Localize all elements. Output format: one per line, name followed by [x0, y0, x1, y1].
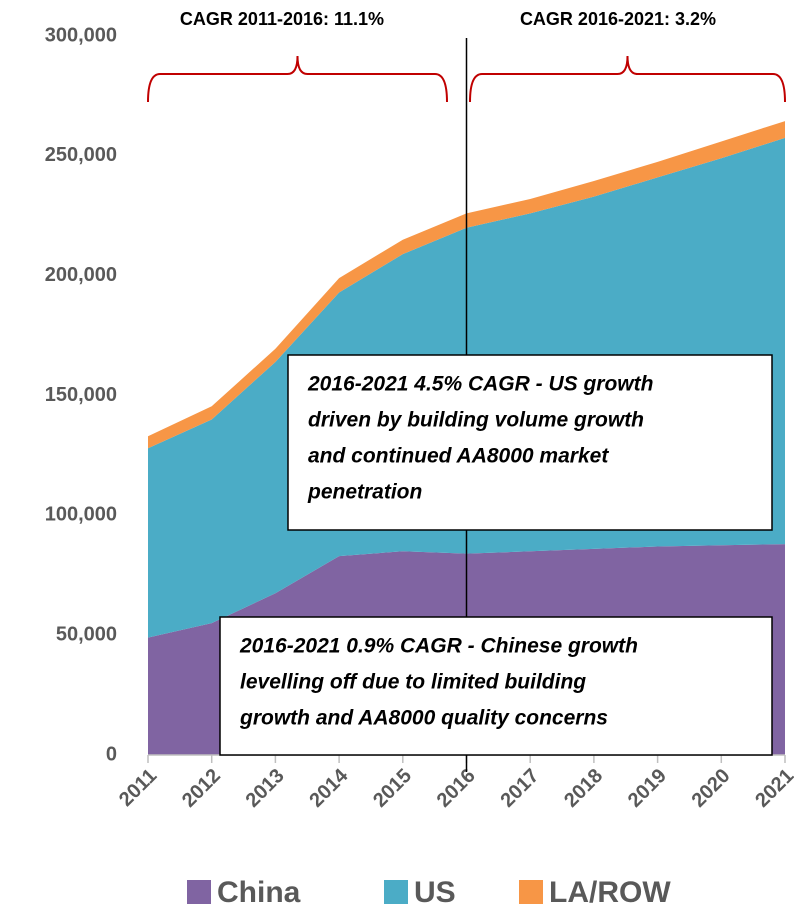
y-tick-label: 250,000 [45, 144, 117, 166]
x-tick-label: 2012 [178, 765, 225, 812]
bracket [147, 55, 448, 103]
annotation: CAGR 2016-2021: 3.2% [520, 9, 716, 29]
x-tick-label: 2018 [560, 765, 607, 812]
y-tick-label: 50,000 [56, 623, 117, 645]
area [148, 121, 785, 449]
x-tick-label: 2011 [115, 765, 161, 811]
x-tick-label: 2020 [688, 765, 735, 812]
legend-swatch [187, 880, 211, 904]
note-text: levelling off due to limited building [240, 671, 586, 694]
legend-label: US [414, 876, 456, 909]
x-tick-label: 2016 [433, 765, 480, 812]
annotation: CAGR 2011-2016: 11.1% [180, 9, 384, 29]
note-box [219, 616, 773, 756]
y-tick-label: 200,000 [45, 264, 117, 286]
note-text: 2016-2021 0.9% CAGR - Chinese growth [239, 635, 638, 658]
note-text: growth and AA8000 quality concerns [239, 707, 608, 730]
note-text: and continued AA8000 market [308, 445, 609, 468]
note-text: 2016-2021 4.5% CAGR - US growth [307, 373, 653, 396]
x-tick-label: 2017 [496, 765, 543, 812]
x-tick-label: 2013 [242, 765, 289, 812]
legend-label: China [217, 876, 301, 909]
x-tick-label: 2015 [369, 765, 416, 812]
note-text: penetration [307, 481, 422, 504]
bracket [469, 55, 786, 103]
legend-label: LA/ROW [549, 876, 671, 909]
note-text: driven by building volume growth [308, 409, 644, 432]
note-box [287, 354, 773, 531]
x-tick-label: 2014 [305, 764, 353, 812]
y-tick-label: 150,000 [45, 384, 117, 406]
y-tick-label: 100,000 [45, 504, 117, 526]
legend-swatch [384, 880, 408, 904]
y-tick-label: 0 [106, 743, 117, 765]
x-tick-label: 2021 [751, 765, 794, 812]
x-tick-label: 2019 [624, 765, 671, 812]
y-tick-label: 300,000 [45, 24, 117, 46]
legend-swatch [519, 880, 543, 904]
